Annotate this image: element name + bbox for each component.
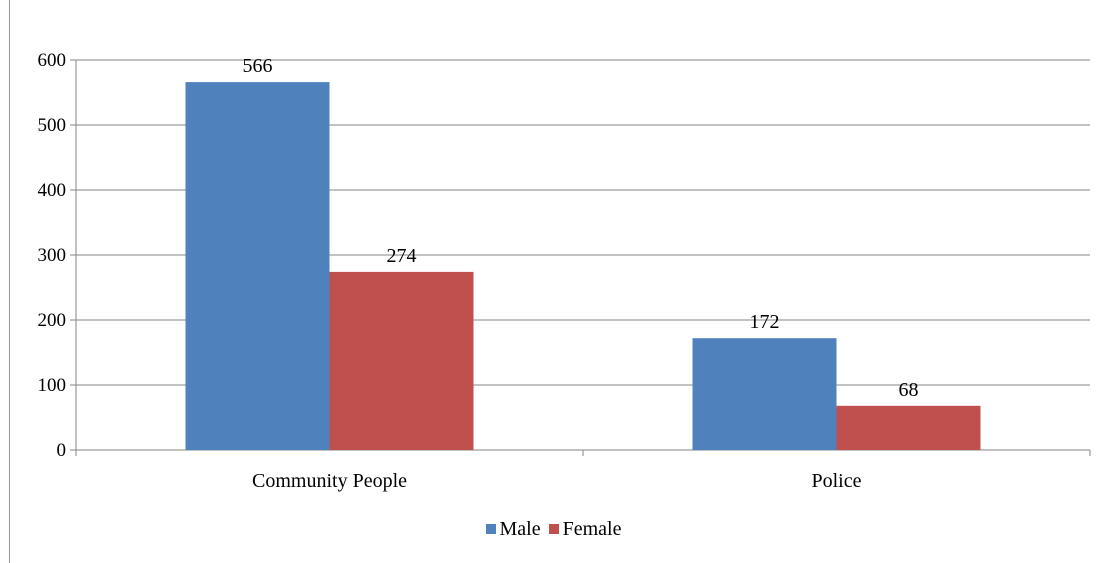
y-axis-ticks: 0 100 200 300 400 500 600 [38,50,1091,461]
bar-male [692,338,837,450]
frame-border [9,0,10,563]
legend-swatch [485,524,496,534]
y-tick-label: 100 [38,375,67,396]
data-label: 566 [243,55,273,77]
y-tick-label: 400 [38,180,67,201]
y-tick-label: 300 [38,245,67,266]
data-label: 172 [750,311,780,333]
legend: Male Female [0,517,1107,541]
category-label: Community People [252,470,407,492]
y-tick-label: 600 [38,50,67,71]
data-label: 274 [387,245,417,267]
bars [185,82,981,450]
legend-item: Female [548,517,622,541]
data-labels: 566 274 172 68 [243,55,919,401]
legend-label: Male [499,517,541,540]
data-label: 68 [899,379,919,401]
category-labels: Community People Police [252,470,862,492]
category-label: Police [812,470,862,492]
bar-male [185,82,330,450]
legend-item: Male [485,517,541,541]
y-tick-label: 500 [38,115,67,136]
bar-female [836,405,981,450]
bar-chart: 0 100 200 300 400 500 600 566 274 172 68 Communit… [38,50,1091,492]
y-tick-label: 200 [38,310,67,331]
legend-swatch [548,524,559,534]
legend-label: Female [562,517,622,540]
y-tick-label: 0 [57,440,67,461]
bar-female [329,271,474,450]
